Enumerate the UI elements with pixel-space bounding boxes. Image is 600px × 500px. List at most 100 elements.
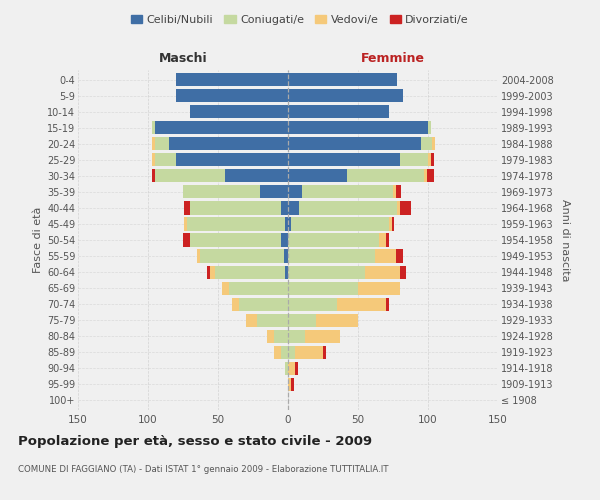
- Bar: [187, 218, 285, 230]
- Bar: [396, 250, 403, 262]
- Bar: [184, 218, 187, 230]
- Bar: [432, 137, 435, 150]
- Bar: [386, 234, 389, 246]
- Bar: [305, 330, 340, 343]
- Bar: [389, 218, 392, 230]
- Text: Femmine: Femmine: [361, 52, 425, 65]
- Bar: [288, 266, 365, 278]
- Bar: [365, 266, 400, 278]
- Bar: [323, 346, 326, 359]
- Bar: [288, 153, 400, 166]
- Bar: [291, 378, 293, 391]
- Bar: [386, 298, 389, 310]
- Bar: [225, 170, 288, 182]
- Bar: [393, 186, 396, 198]
- Bar: [281, 234, 288, 246]
- Text: Popolazione per età, sesso e stato civile - 2009: Popolazione per età, sesso e stato civil…: [18, 435, 372, 448]
- Y-axis label: Fasce di età: Fasce di età: [32, 207, 43, 273]
- Bar: [431, 153, 434, 166]
- Bar: [229, 282, 288, 294]
- Bar: [424, 170, 427, 182]
- Bar: [421, 137, 432, 150]
- Bar: [316, 314, 358, 327]
- Bar: [288, 314, 316, 327]
- Bar: [347, 170, 424, 182]
- Bar: [190, 202, 281, 214]
- Bar: [428, 121, 431, 134]
- Bar: [288, 234, 379, 246]
- Bar: [291, 218, 389, 230]
- Bar: [209, 266, 215, 278]
- Bar: [392, 218, 394, 230]
- Bar: [285, 266, 288, 278]
- Bar: [222, 282, 229, 294]
- Bar: [288, 250, 375, 262]
- Bar: [274, 346, 281, 359]
- Bar: [400, 153, 428, 166]
- Bar: [155, 137, 169, 150]
- Bar: [207, 266, 209, 278]
- Bar: [295, 346, 323, 359]
- Bar: [152, 153, 155, 166]
- Bar: [295, 362, 298, 375]
- Bar: [427, 170, 434, 182]
- Bar: [190, 234, 281, 246]
- Bar: [288, 218, 291, 230]
- Bar: [379, 234, 386, 246]
- Bar: [288, 298, 337, 310]
- Bar: [155, 153, 176, 166]
- Bar: [246, 314, 257, 327]
- Bar: [257, 314, 288, 327]
- Text: COMUNE DI FAGGIANO (TA) - Dati ISTAT 1° gennaio 2009 - Elaborazione TUTTITALIA.I: COMUNE DI FAGGIANO (TA) - Dati ISTAT 1° …: [18, 465, 389, 474]
- Bar: [260, 186, 288, 198]
- Bar: [152, 170, 155, 182]
- Bar: [288, 170, 347, 182]
- Bar: [299, 202, 397, 214]
- Bar: [155, 121, 288, 134]
- Bar: [176, 153, 288, 166]
- Bar: [288, 282, 358, 294]
- Bar: [302, 186, 393, 198]
- Bar: [288, 121, 428, 134]
- Bar: [215, 266, 285, 278]
- Bar: [183, 234, 190, 246]
- Bar: [288, 73, 397, 86]
- Bar: [288, 362, 295, 375]
- Bar: [200, 250, 284, 262]
- Bar: [428, 153, 431, 166]
- Bar: [184, 202, 190, 214]
- Bar: [155, 170, 225, 182]
- Bar: [288, 89, 403, 102]
- Bar: [288, 346, 295, 359]
- Y-axis label: Anni di nascita: Anni di nascita: [560, 198, 570, 281]
- Bar: [176, 73, 288, 86]
- Bar: [375, 250, 396, 262]
- Bar: [397, 202, 400, 214]
- Bar: [288, 137, 421, 150]
- Bar: [284, 250, 288, 262]
- Bar: [281, 202, 288, 214]
- Bar: [288, 330, 305, 343]
- Bar: [358, 282, 400, 294]
- Bar: [288, 105, 389, 118]
- Bar: [239, 298, 288, 310]
- Bar: [152, 121, 155, 134]
- Bar: [152, 137, 155, 150]
- Bar: [190, 105, 288, 118]
- Bar: [267, 330, 274, 343]
- Bar: [285, 362, 288, 375]
- Bar: [396, 186, 401, 198]
- Bar: [274, 330, 288, 343]
- Bar: [176, 89, 288, 102]
- Text: Maschi: Maschi: [158, 52, 208, 65]
- Bar: [400, 202, 411, 214]
- Bar: [288, 186, 302, 198]
- Bar: [288, 202, 299, 214]
- Bar: [400, 266, 406, 278]
- Bar: [183, 186, 260, 198]
- Bar: [281, 346, 288, 359]
- Bar: [285, 218, 288, 230]
- Bar: [232, 298, 239, 310]
- Bar: [337, 298, 386, 310]
- Legend: Celibi/Nubili, Coniugati/e, Vedovi/e, Divorziati/e: Celibi/Nubili, Coniugati/e, Vedovi/e, Di…: [127, 10, 473, 29]
